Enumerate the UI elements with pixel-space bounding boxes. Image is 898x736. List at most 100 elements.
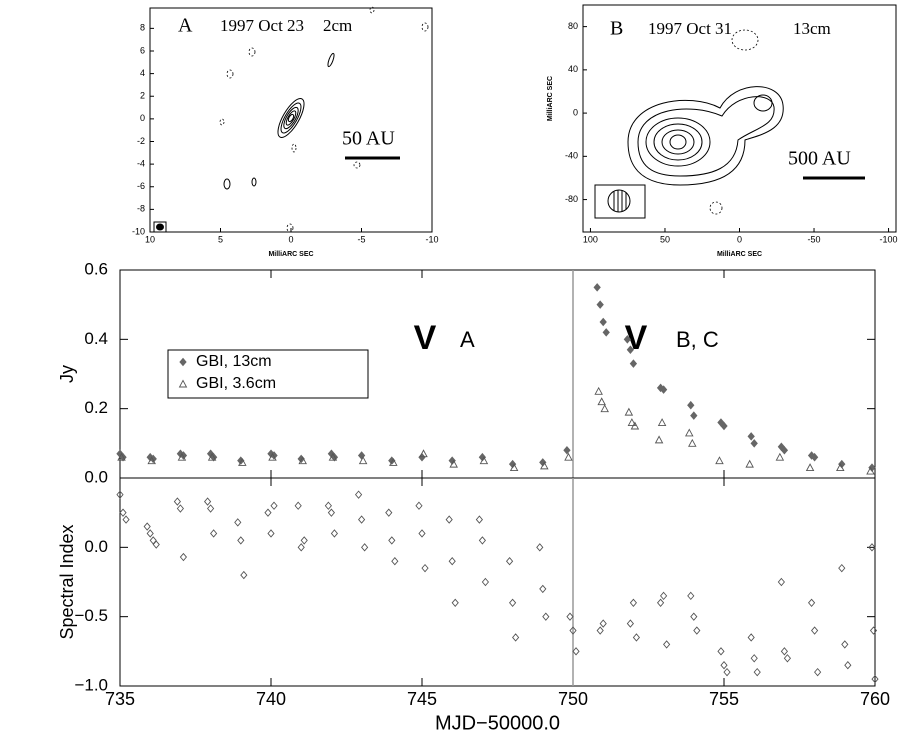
point xyxy=(600,319,606,326)
figure: V A V B, C 1050-5-1086420-2-4-6-8-10Mill… xyxy=(0,0,898,736)
point xyxy=(150,537,156,544)
point xyxy=(691,613,697,620)
y-tick-label: -6 xyxy=(137,181,145,191)
map-a-contours xyxy=(273,95,309,141)
y-axis-label: Spectral Index xyxy=(57,524,77,639)
point xyxy=(601,405,608,412)
map-frame xyxy=(150,8,432,232)
point xyxy=(595,388,602,395)
point xyxy=(628,419,635,426)
point xyxy=(688,402,694,409)
y-tick-label: 0.2 xyxy=(84,398,108,417)
point xyxy=(386,509,392,516)
point xyxy=(452,599,458,606)
legend-label: GBI, 3.6cm xyxy=(196,375,276,392)
y-tick-label: 80 xyxy=(568,21,578,31)
y-tick-label: -8 xyxy=(137,204,145,214)
y-tick-label: 6 xyxy=(140,45,145,55)
y-tick-label: 0 xyxy=(140,113,145,123)
x-tick-label: 760 xyxy=(860,689,890,709)
point xyxy=(476,516,482,523)
point xyxy=(208,505,214,512)
point xyxy=(812,627,818,634)
point xyxy=(419,530,425,537)
point xyxy=(331,530,337,537)
point xyxy=(295,502,301,509)
panel-frame xyxy=(120,478,875,686)
point xyxy=(510,599,516,606)
point xyxy=(153,541,159,548)
y-tick-label: 40 xyxy=(568,64,578,74)
point xyxy=(754,669,760,676)
point xyxy=(482,579,488,586)
y-tick-label: 0.0 xyxy=(84,537,108,556)
point xyxy=(564,447,570,454)
point xyxy=(781,648,787,655)
y-tick-label: -10 xyxy=(132,226,145,236)
point xyxy=(362,544,368,551)
y-axis-label: MilliARC SEC xyxy=(547,76,554,121)
scale-label: 500 AU xyxy=(788,148,851,170)
x-axis-label: MJD−50000.0 xyxy=(435,712,560,734)
point xyxy=(573,648,579,655)
point xyxy=(748,634,754,641)
point xyxy=(265,509,271,516)
y-tick-label: 0.4 xyxy=(84,329,108,348)
point xyxy=(205,498,211,505)
point xyxy=(815,669,821,676)
point xyxy=(241,572,247,579)
point xyxy=(177,505,183,512)
point xyxy=(724,669,730,676)
map-date: 1997 Oct 31 xyxy=(648,19,732,38)
point xyxy=(479,537,485,544)
x-tick-label: -5 xyxy=(357,234,365,244)
point xyxy=(784,655,790,662)
point xyxy=(633,634,639,641)
annotation-marker: V xyxy=(414,319,437,357)
point xyxy=(627,620,633,627)
x-tick-label: 5 xyxy=(218,234,223,244)
point xyxy=(123,516,129,523)
x-axis-label: MilliARC SEC xyxy=(717,251,762,258)
y-tick-label: 0.6 xyxy=(84,259,108,278)
map-band: 13cm xyxy=(793,19,831,38)
point xyxy=(691,412,697,419)
point xyxy=(721,662,727,669)
y-tick-label: −1.0 xyxy=(74,675,108,694)
x-tick-label: 755 xyxy=(709,689,739,709)
x-tick-label: 0 xyxy=(737,234,742,244)
y-tick-label: 0.0 xyxy=(84,467,108,486)
y-tick-label: -40 xyxy=(565,151,578,161)
point xyxy=(298,544,304,551)
point xyxy=(513,634,519,641)
x-tick-label: 745 xyxy=(407,689,437,709)
y-tick-label: -2 xyxy=(137,136,145,146)
point xyxy=(389,537,395,544)
map-date: 1997 Oct 23 xyxy=(220,16,304,35)
point xyxy=(598,398,605,405)
point xyxy=(359,516,365,523)
y-tick-label: 4 xyxy=(140,68,145,78)
x-axis-label: MilliARC SEC xyxy=(268,251,313,258)
point xyxy=(174,498,180,505)
point xyxy=(540,585,546,592)
point xyxy=(446,516,452,523)
point xyxy=(594,284,600,291)
legend-label: GBI, 13cm xyxy=(196,353,272,370)
y-tick-label: 8 xyxy=(140,23,145,33)
point xyxy=(416,502,422,509)
point xyxy=(422,565,428,572)
point xyxy=(238,537,244,544)
scale-label: 50 AU xyxy=(342,128,395,150)
point xyxy=(658,599,664,606)
x-tick-label: 10 xyxy=(145,234,155,244)
y-tick-label: 2 xyxy=(140,91,145,101)
point xyxy=(120,509,126,516)
point xyxy=(716,457,723,464)
point xyxy=(507,558,513,565)
point xyxy=(659,419,666,426)
point xyxy=(543,613,549,620)
annotation-text: A xyxy=(460,327,475,352)
point xyxy=(664,641,670,648)
point xyxy=(686,429,693,436)
